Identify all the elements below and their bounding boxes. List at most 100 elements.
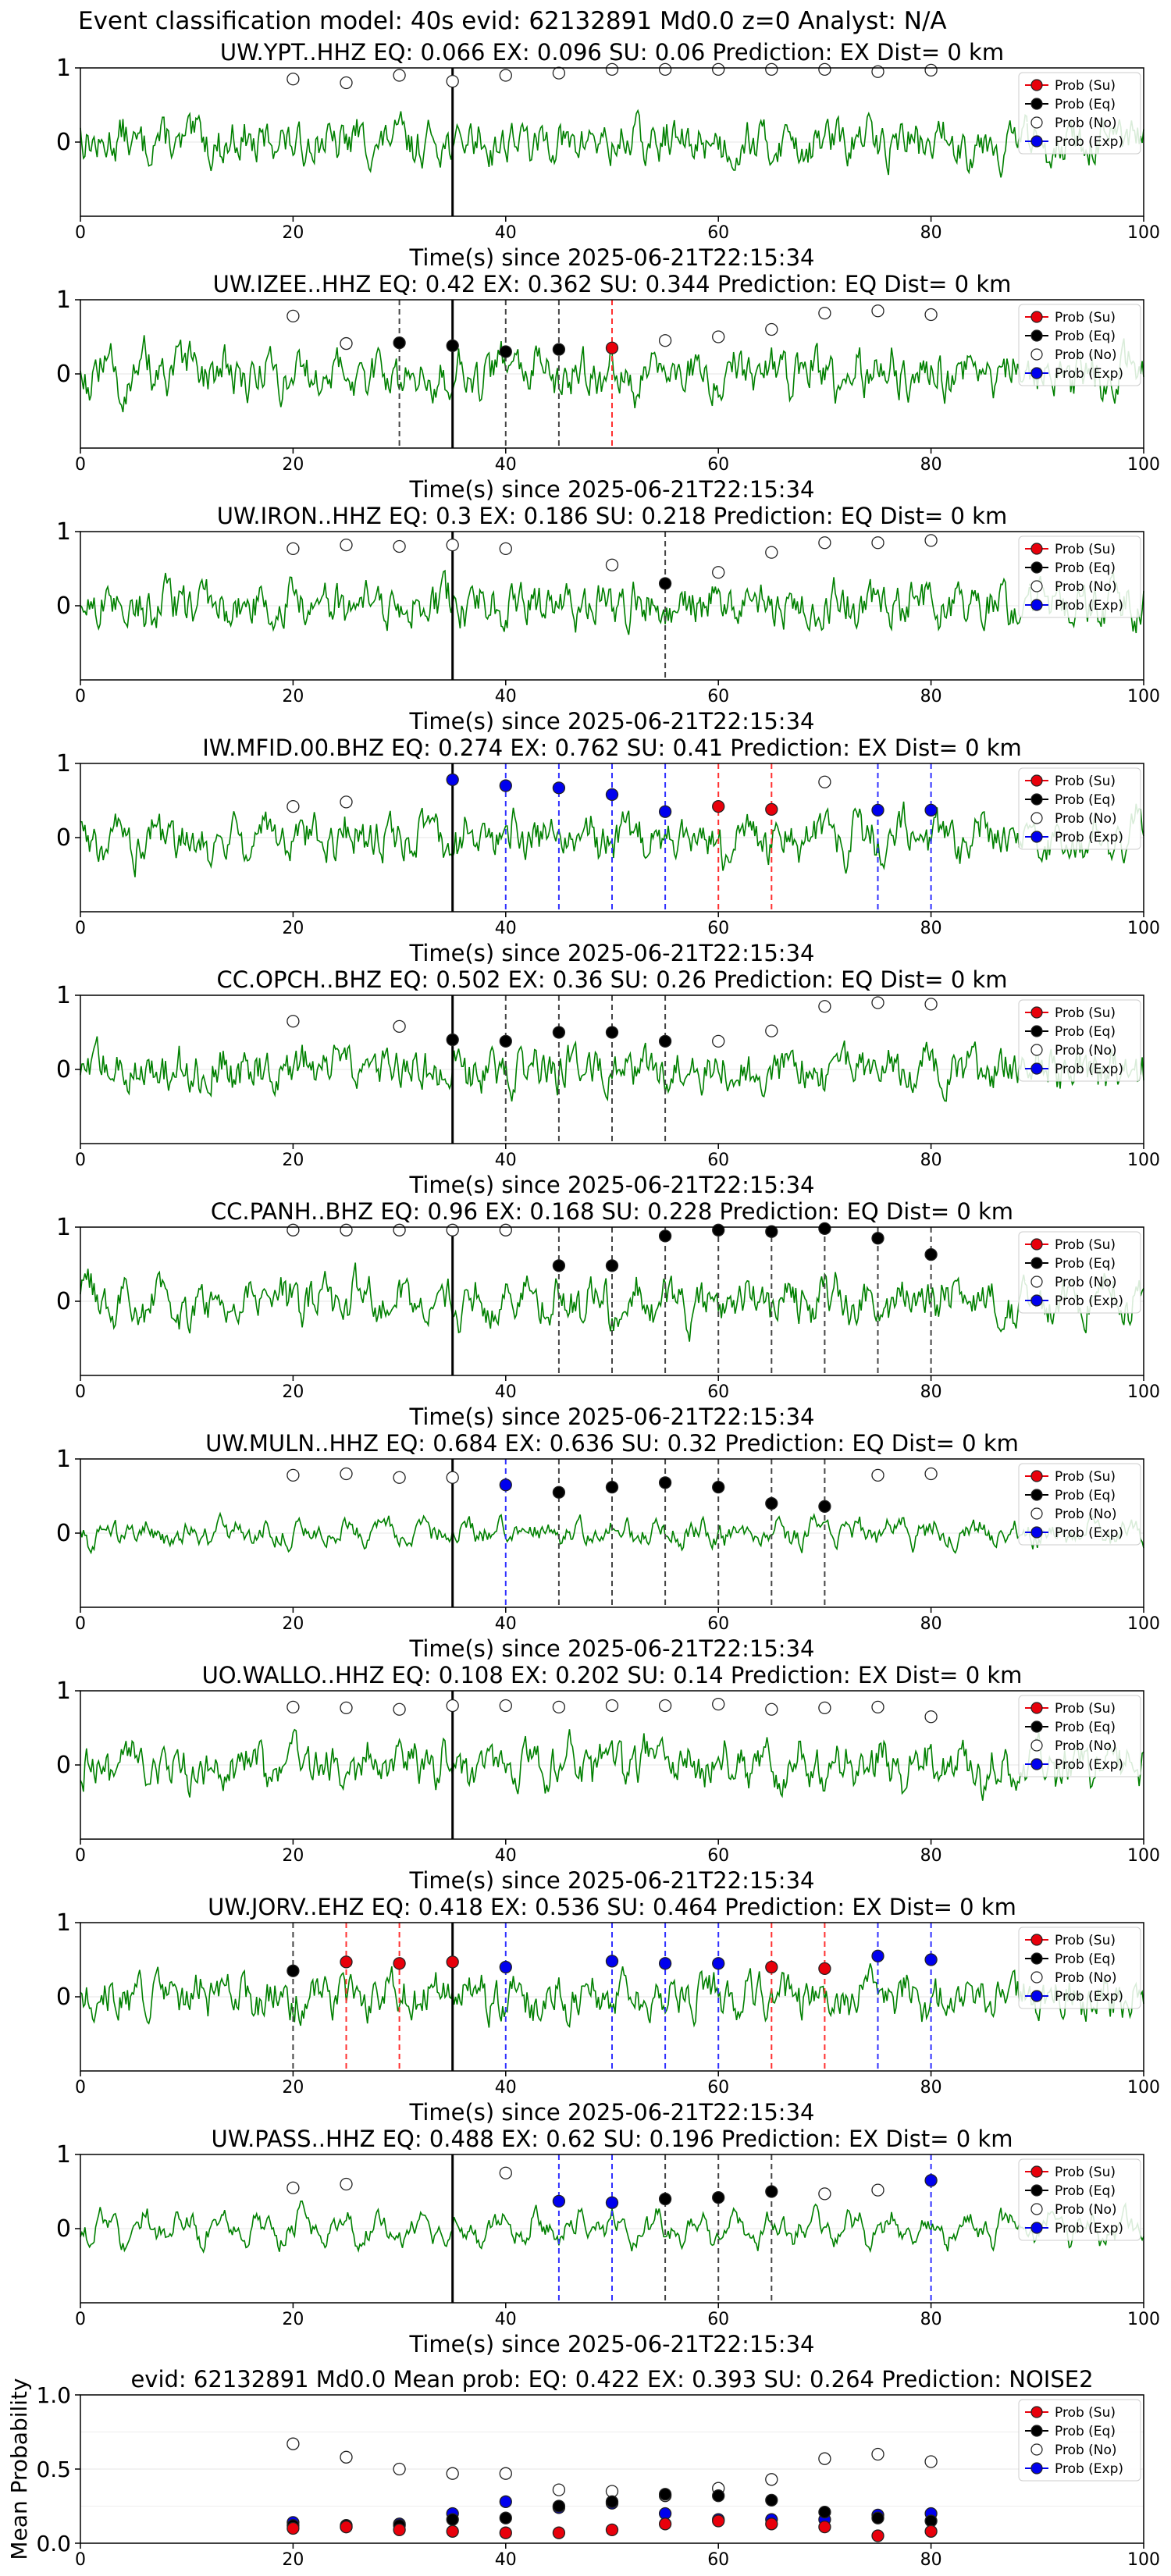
panel-title: CC.PANH..BHZ EQ: 0.96 EX: 0.168 SU: 0.22… (211, 1198, 1013, 1225)
prob-marker-eq (712, 2489, 725, 2503)
x-tick-label: 60 (707, 1382, 729, 1402)
prob-marker-no (393, 1223, 406, 1236)
prob-marker-no (340, 76, 353, 90)
prob-marker-su (287, 2521, 300, 2535)
waveform-trace (80, 569, 1144, 635)
legend-label: Prob (No) (1055, 116, 1117, 131)
prob-marker-su (658, 2517, 672, 2531)
prob-marker-no (287, 799, 300, 813)
prob-marker-eq (871, 2511, 884, 2524)
x-tick-label: 60 (707, 2310, 729, 2329)
y-tick-label: 1 (56, 286, 71, 314)
legend-marker (1030, 1489, 1043, 1501)
x-tick-label: 20 (282, 1382, 304, 1402)
prob-marker-eq (765, 1496, 778, 1510)
prob-marker-eq (605, 2495, 619, 2508)
legend-marker (1030, 79, 1043, 91)
prob-marker-no (924, 308, 938, 322)
prob-marker-no (446, 1223, 459, 1236)
x-tick-label: 100 (1127, 2310, 1160, 2329)
prob-marker-no (871, 65, 884, 78)
prob-marker-su (499, 2526, 512, 2539)
prob-marker-eq (605, 1259, 619, 1272)
x-tick-label: 100 (1127, 455, 1160, 475)
prob-marker-no (340, 795, 353, 809)
panel-title: UW.PASS..HHZ EQ: 0.488 EX: 0.62 SU: 0.19… (212, 2126, 1013, 2152)
panel-title: UW.IRON..HHZ EQ: 0.3 EX: 0.186 SU: 0.218… (217, 503, 1007, 529)
legend-marker (1030, 561, 1043, 574)
prob-marker-no (552, 66, 566, 80)
legend-label: Prob (Eq) (1055, 329, 1116, 344)
prob-marker-no (287, 1015, 300, 1028)
legend-marker (1030, 543, 1043, 555)
legend-box (1018, 1927, 1141, 2009)
prob-marker-eq (393, 336, 406, 350)
prob-marker-no (340, 538, 353, 552)
x-tick-label: 40 (495, 2310, 517, 2329)
panel-3: UW.IRON..HHZ EQ: 0.3 EX: 0.186 SU: 0.218… (56, 503, 1160, 735)
y-tick-label: 0 (56, 1752, 71, 1779)
x-tick-label: 100 (1127, 919, 1160, 938)
legend-label: Prob (No) (1055, 1043, 1117, 1059)
legend-marker (1030, 1276, 1043, 1288)
y-tick-label: 1 (56, 1214, 71, 1241)
legend-marker (1030, 1990, 1043, 2002)
prob-marker-eq (818, 1222, 831, 1236)
legend-marker (1030, 1470, 1043, 1482)
legend-label: Prob (Eq) (1055, 2183, 1116, 2199)
legend-box (1018, 304, 1141, 386)
legend-label: Prob (Exp) (1055, 366, 1123, 382)
waveform-trace (80, 109, 1144, 178)
x-axis-label: Time(s) since 2025-06-21T22:15:34 (409, 1635, 815, 1662)
prob-marker-no (658, 334, 672, 347)
legend-label: Prob (No) (1055, 2443, 1117, 2458)
y-tick-label: 1 (56, 55, 71, 82)
x-tick-label: 60 (707, 2078, 729, 2097)
prob-marker-no (552, 1700, 566, 1714)
x-tick-label: 60 (707, 455, 729, 475)
legend-marker (1030, 580, 1043, 592)
legend-label: Prob (Exp) (1055, 598, 1123, 614)
prob-marker-no (924, 63, 938, 76)
x-tick-label: 80 (920, 2310, 942, 2329)
prob-marker-no (340, 2450, 353, 2464)
x-tick-label: 100 (1127, 2550, 1160, 2570)
prob-marker-no (712, 1697, 725, 1711)
prob-marker-no (871, 304, 884, 318)
prob-marker-no (924, 2455, 938, 2468)
legend-box (1018, 72, 1141, 155)
legend-box (1018, 2158, 1141, 2241)
prob-marker-no (287, 1468, 300, 1482)
x-tick-label: 60 (707, 1846, 729, 1866)
prob-marker-no (871, 536, 884, 550)
legend-marker (1030, 348, 1043, 361)
legend: Prob (Su) Prob (Eq) Prob (No) Prob (Exp) (1018, 1463, 1141, 1546)
x-tick-label: 60 (707, 687, 729, 706)
legend-box (1018, 535, 1141, 618)
x-tick-label: 100 (1127, 1382, 1160, 1402)
y-tick-label: 1 (56, 1678, 71, 1705)
legend-label: Prob (Su) (1055, 1237, 1116, 1253)
legend-marker (1030, 812, 1043, 824)
x-tick-label: 0 (75, 455, 86, 475)
legend-marker (1030, 1025, 1043, 1037)
prob-marker-exp (605, 788, 619, 802)
legend: Prob (Su) Prob (Eq) Prob (No) Prob (Exp) (1018, 2158, 1141, 2241)
prob-marker-no (499, 542, 512, 555)
prob-marker-eq (818, 2505, 831, 2519)
x-axis-label: Time(s) since 2025-06-21T22:15:34 (409, 2331, 815, 2357)
prob-marker-no (287, 309, 300, 323)
panel-title: UW.IZEE..HHZ EQ: 0.42 EX: 0.362 SU: 0.34… (213, 271, 1012, 297)
prob-marker-eq (712, 2190, 725, 2204)
legend-marker (1030, 1720, 1043, 1733)
legend-marker (1030, 1526, 1043, 1539)
prob-marker-no (340, 1223, 353, 1236)
legend-box (1018, 2399, 1141, 2482)
legend-marker (1030, 1702, 1043, 1714)
prob-marker-exp (871, 1949, 884, 1962)
x-tick-label: 20 (282, 2550, 304, 2570)
prob-marker-no (924, 1467, 938, 1481)
legend-marker (1030, 2222, 1043, 2234)
x-axis-label: Time(s) since 2025-06-21T22:15:34 (409, 708, 815, 735)
prob-marker-su (446, 2524, 459, 2538)
